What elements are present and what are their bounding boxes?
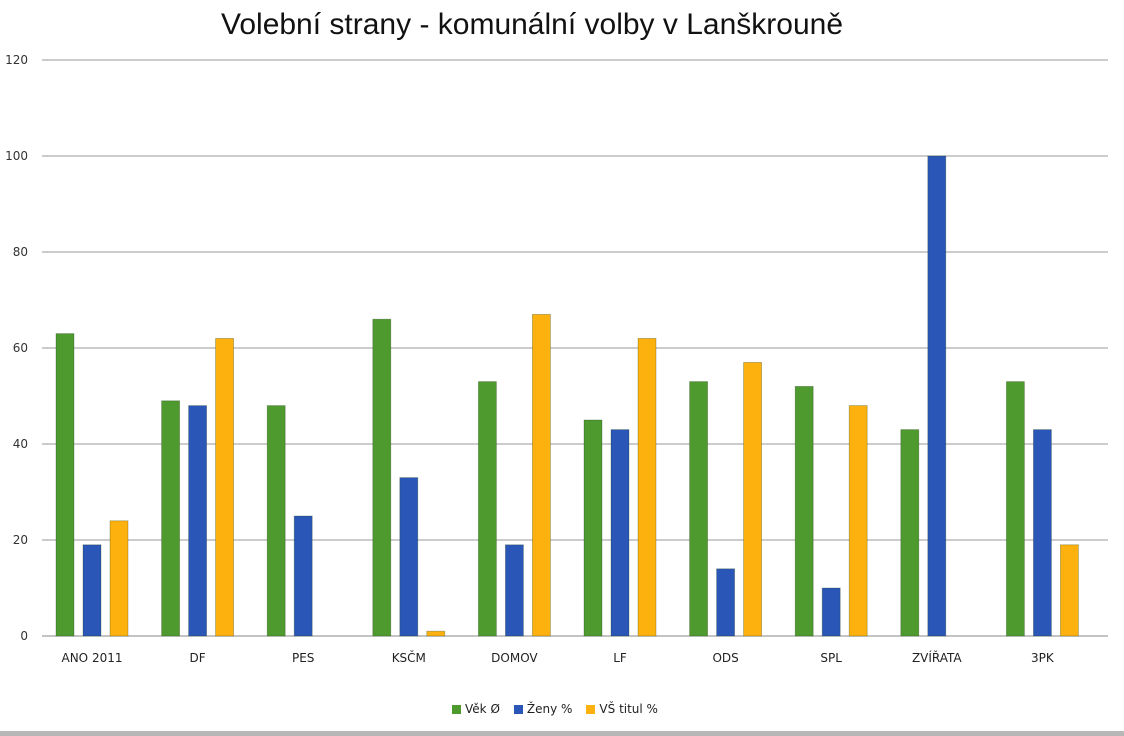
legend-item: Věk Ø	[452, 702, 500, 716]
x-tick-label: PES	[292, 651, 314, 665]
legend-swatch	[513, 704, 523, 714]
bar	[426, 630, 446, 637]
bar	[55, 333, 75, 637]
bar	[293, 515, 313, 637]
bar	[532, 313, 551, 637]
legend-label: Věk Ø	[465, 702, 500, 716]
y-tick-label: 60	[13, 341, 28, 355]
x-tick-label: KSČM	[392, 650, 426, 665]
bar	[716, 568, 735, 637]
bar	[610, 429, 630, 637]
bar	[109, 520, 129, 637]
legend-item: VŠ titul %	[586, 702, 658, 716]
bar	[689, 381, 708, 637]
bar	[1033, 429, 1052, 637]
bar	[821, 587, 841, 637]
y-tick-label: 80	[13, 245, 28, 259]
bar	[900, 429, 920, 637]
x-tick-label: DOMOV	[491, 651, 538, 665]
legend-swatch	[586, 704, 596, 714]
legend-label: Ženy %	[526, 702, 573, 716]
chart-title: Volební strany - komunální volby v Lanšk…	[220, 8, 844, 41]
y-tick-label: 120	[5, 53, 28, 67]
x-tick-label: DF	[190, 651, 206, 665]
legend-label: VŠ titul %	[599, 702, 658, 716]
bar	[794, 385, 814, 637]
bar	[1006, 381, 1025, 637]
x-tick-label: 3PK	[1031, 651, 1055, 665]
legend-item: Ženy %	[513, 702, 573, 716]
y-tick-label: 100	[5, 149, 28, 163]
y-tick-label: 0	[20, 629, 28, 643]
bar	[266, 405, 286, 637]
bottom-divider	[0, 731, 1124, 736]
bar	[188, 405, 208, 637]
chart-legend: Věk Ø Ženy % VŠ titul %	[0, 702, 1110, 716]
bar	[399, 477, 419, 637]
bar	[215, 337, 235, 637]
legend-swatch	[452, 704, 462, 714]
bar	[82, 544, 102, 637]
x-tick-label: ODS	[712, 651, 738, 665]
bar	[927, 155, 947, 637]
x-tick-label: ANO 2011	[62, 651, 123, 665]
bar	[583, 419, 603, 637]
y-tick-label: 20	[13, 533, 28, 547]
bar	[477, 381, 497, 637]
bar	[1060, 544, 1079, 637]
bar	[848, 405, 868, 637]
y-tick-label: 40	[13, 437, 28, 451]
bar	[743, 361, 762, 637]
x-tick-label: LF	[613, 651, 627, 665]
x-tick-label: ZVÍŘATA	[912, 650, 962, 665]
bar	[161, 400, 181, 637]
bar	[372, 318, 392, 637]
bar	[637, 337, 657, 637]
bar	[504, 544, 524, 637]
x-tick-label: SPL	[820, 651, 842, 665]
